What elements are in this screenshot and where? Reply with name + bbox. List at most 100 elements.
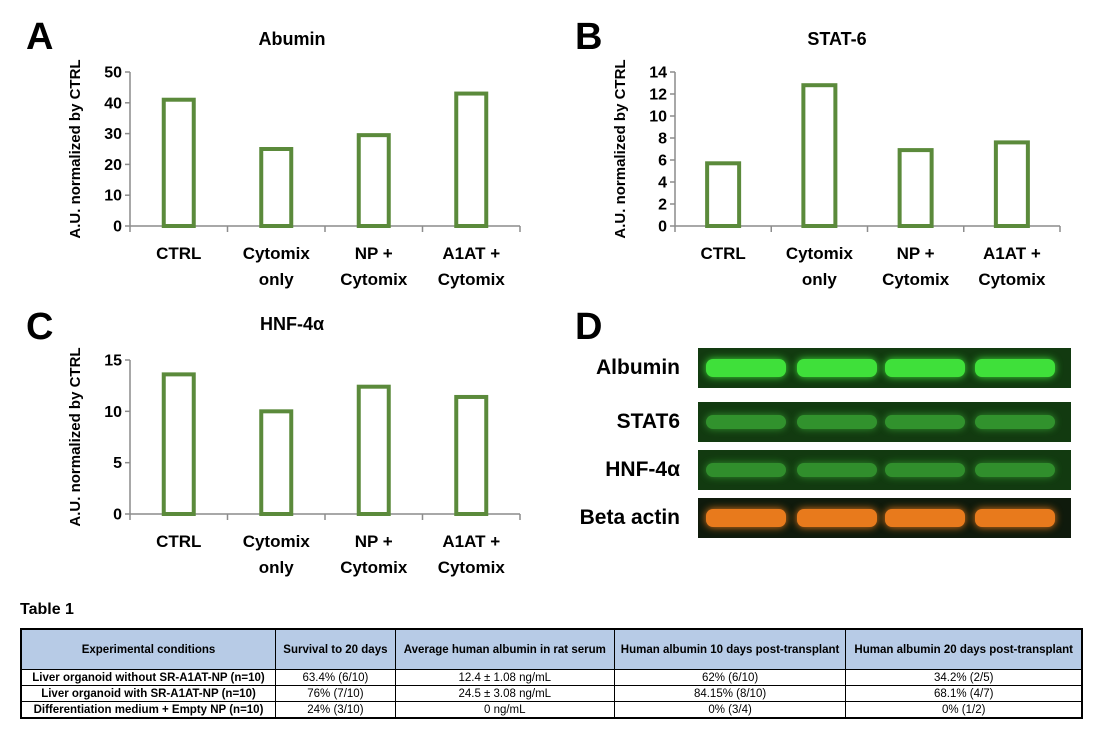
- x-tick-label: only: [259, 558, 294, 577]
- chart-title: HNF-4α: [260, 314, 324, 334]
- bar: [356, 384, 391, 516]
- x-tick-label: Cytomix: [243, 244, 311, 263]
- bar: [259, 409, 294, 516]
- blot-band: [885, 509, 965, 527]
- table-cell: Differentiation medium + Empty NP (n=10): [20, 701, 276, 719]
- blot-band: [975, 509, 1055, 527]
- y-axis-label: A.U. normalized by CTRL: [612, 59, 629, 238]
- blot-band: [797, 509, 877, 527]
- blot-band: [706, 509, 786, 527]
- blot-band: [706, 415, 786, 429]
- table-header-cell: Human albumin 10 days post-transplant: [613, 628, 847, 670]
- table-row: Differentiation medium + Empty NP (n=10)…: [20, 701, 1083, 719]
- bar: [801, 83, 838, 228]
- bar: [356, 133, 391, 228]
- bar: [897, 148, 934, 229]
- chart-title: Abumin: [259, 29, 326, 49]
- x-tick-label: NP +: [355, 244, 393, 263]
- table-cell: Liver organoid with SR-A1AT-NP (n=10): [20, 685, 276, 702]
- table-cell: 62% (6/10): [613, 669, 847, 686]
- table-cell: Liver organoid without SR-A1AT-NP (n=10): [20, 669, 276, 686]
- table-header-cell: Human albumin 20 days post-transplant: [845, 628, 1083, 670]
- blot-band: [975, 463, 1055, 477]
- chart-albumin: Abumin A.U. normalized by CTRL 0 10 20 30 40 50…: [67, 29, 521, 289]
- table-header-row: Experimental conditions Survival to 20 da…: [20, 628, 1083, 670]
- y-tick-label: 4: [658, 175, 667, 192]
- y-tick-label: 2: [658, 197, 667, 214]
- blot-band: [797, 415, 877, 429]
- table-cell: 0 ng/mL: [394, 701, 615, 719]
- x-tick-label: CTRL: [156, 244, 201, 263]
- x-tick-label: Cytomix: [786, 244, 854, 263]
- x-tick-label: only: [259, 270, 294, 289]
- bar: [454, 394, 489, 516]
- x-tick-label: NP +: [897, 244, 935, 263]
- x-tick-label: Cytomix: [882, 270, 950, 289]
- bar: [705, 161, 742, 229]
- blot-row: Albumin: [560, 348, 1080, 388]
- x-tick-label: CTRL: [700, 244, 745, 263]
- y-tick-label: 6: [658, 153, 667, 170]
- y-tick-label: 50: [104, 65, 122, 82]
- x-tick-label: Cytomix: [438, 270, 506, 289]
- chart-title: STAT-6: [807, 29, 866, 49]
- x-tick-label: Cytomix: [243, 532, 311, 551]
- blot-row: STAT6: [560, 402, 1080, 442]
- blot-band: [885, 463, 965, 477]
- blot-row: HNF-4α: [560, 450, 1080, 490]
- blot-band: [797, 463, 877, 477]
- table-row: Liver organoid with SR-A1AT-NP (n=10) 76%…: [20, 685, 1083, 702]
- western-blot: Albumin STAT6 HNF-4α Beta actin: [560, 348, 1080, 540]
- x-tick-label: A1AT +: [442, 532, 500, 551]
- x-tick-label: only: [802, 270, 837, 289]
- y-tick-label: 30: [104, 126, 122, 143]
- table-cell: 63.4% (6/10): [275, 669, 396, 686]
- table-cell: 12.4 ± 1.08 ng/mL: [394, 669, 615, 686]
- table-cell: 84.15% (8/10): [613, 685, 847, 702]
- table-header-cell: Survival to 20 days: [275, 628, 396, 670]
- blot-row-label: HNF-4α: [605, 458, 680, 481]
- blot-band: [885, 415, 965, 429]
- table-header-cell: Average human albumin in rat serum: [394, 628, 615, 670]
- blot-band: [975, 415, 1055, 429]
- bar: [259, 147, 294, 228]
- table-cell: 0% (1/2): [845, 701, 1083, 719]
- panel-label-a: A: [26, 16, 54, 58]
- y-axis-label: A.U. normalized by CTRL: [67, 347, 84, 526]
- blot-row-label: Beta actin: [579, 506, 680, 529]
- x-tick-label: NP +: [355, 532, 393, 551]
- x-tick-label: CTRL: [156, 532, 201, 551]
- x-tick-label: A1AT +: [983, 244, 1041, 263]
- x-tick-label: Cytomix: [978, 270, 1046, 289]
- y-tick-label: 20: [104, 157, 122, 174]
- chart-hnf4a: HNF-4α A.U. normalized by CTRL 0 5 10 15 CTRL C…: [67, 314, 521, 577]
- blot-strip: [698, 402, 1071, 442]
- table-cell: 68.1% (4/7): [845, 685, 1083, 702]
- bar: [454, 91, 489, 228]
- blot-band: [885, 359, 965, 377]
- bar: [993, 140, 1030, 228]
- blot-row-label: Albumin: [596, 356, 680, 379]
- bar: [161, 97, 196, 228]
- y-tick-label: 0: [113, 507, 122, 524]
- blot-band: [975, 359, 1055, 377]
- y-tick-label: 40: [104, 95, 122, 112]
- table-cell: 0% (3/4): [613, 701, 847, 719]
- table-title: Table 1: [20, 601, 74, 618]
- y-tick-label: 0: [658, 219, 667, 236]
- blot-strip: [698, 348, 1071, 388]
- panel-label-b: B: [575, 16, 603, 58]
- blot-strip: [698, 450, 1071, 490]
- y-tick-label: 14: [649, 65, 667, 82]
- blot-strip: [698, 498, 1071, 538]
- y-tick-label: 15: [104, 353, 122, 370]
- blot-band: [706, 359, 786, 377]
- chart-stat6: STAT-6 A.U. normalized by CTRL 0 2 4 6 8 10 12 14…: [612, 29, 1061, 289]
- y-tick-label: 12: [649, 87, 667, 104]
- table-cell: 34.2% (2/5): [845, 669, 1083, 686]
- blot-row-label: STAT6: [616, 410, 680, 433]
- blot-band: [797, 359, 877, 377]
- y-tick-label: 10: [104, 404, 122, 421]
- y-axis-label: A.U. normalized by CTRL: [67, 59, 84, 238]
- y-tick-label: 10: [104, 188, 122, 205]
